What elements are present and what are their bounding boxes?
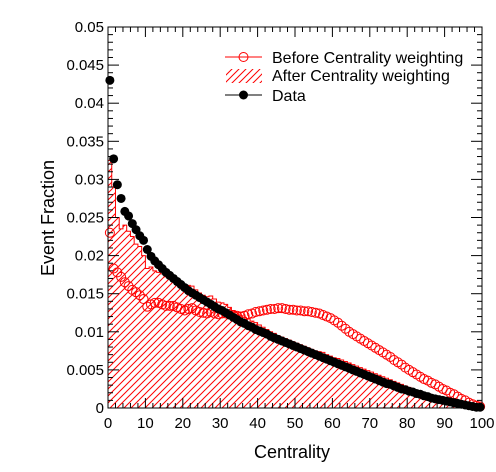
before-weighting-point [306,306,317,317]
before-weighting-point [284,304,295,315]
before-weighting-point [385,351,396,362]
before-weighting-point [254,306,265,317]
before-weighting-point [104,227,115,238]
after-weighting-fill [108,160,482,408]
before-weighting-point [333,317,344,328]
before-weighting-point [336,320,347,331]
before-weighting-point [108,263,119,274]
before-weighting-point [149,297,160,308]
legend: Before Centrality weighting After Centra… [225,50,463,105]
y-tick-label: 0.005 [66,362,104,379]
before-weighting-points [104,227,486,412]
before-weighting-point [396,359,407,370]
legend-before-label: Before Centrality weighting [272,50,463,67]
before-weighting-point [258,305,269,316]
before-weighting-point [164,300,175,311]
x-tick-label: 30 [212,415,229,432]
x-tick-label: 60 [324,415,341,432]
y-tick-label: 0 [96,400,104,417]
before-weighting-point [116,271,127,282]
before-weighting-point [198,307,209,318]
before-weighting-point [250,306,261,317]
legend-data-label: Data [272,88,306,105]
x-tick-label: 40 [249,415,266,432]
before-weighting-point [134,290,145,301]
before-weighting-point [288,304,299,315]
x-tick-label: 90 [436,415,453,432]
x-tick-label: 0 [104,415,112,432]
y-tick-label: 0.035 [66,133,104,150]
legend-after-label: After Centrality weighting [272,68,450,85]
data-point [475,402,485,412]
before-weighting-point [295,305,306,316]
x-tick-label: 20 [174,415,191,432]
before-weighting-point [183,303,194,314]
x-tick-label: 70 [361,415,378,432]
before-weighting-point [243,309,254,320]
data-point [142,245,152,255]
before-weighting-point [160,300,171,311]
before-weighting-point [261,304,272,315]
y-axis-title: Event Fraction [38,160,58,276]
x-tick-label: 80 [399,415,416,432]
y-tick-label: 0.01 [75,324,104,341]
y-tick-label: 0.015 [66,286,104,303]
before-weighting-point [273,303,284,314]
data-point [139,235,149,245]
x-tick-label: 10 [137,415,154,432]
y-tick-label: 0.025 [66,210,104,227]
data-point [116,193,126,203]
y-tick-label: 0.04 [75,95,104,112]
before-weighting-point [303,306,314,317]
before-weighting-point [265,303,276,314]
y-tick-label: 0.045 [66,57,104,74]
before-weighting-point [299,306,310,317]
data-point [109,154,119,164]
x-axis-title: Centrality [254,442,330,462]
x-tick-label: 100 [469,415,494,432]
legend-data-marker [239,90,248,100]
before-weighting-point [340,323,351,334]
axes: 0 10 20 30 40 50 60 70 80 90 100 0 0.005 0.01 0.015 0.0… [66,19,494,432]
before-weighting-point [310,307,321,318]
before-weighting-point [194,306,205,317]
before-weighting-point [119,277,130,288]
before-weighting-point [276,303,287,314]
data-point [124,211,134,221]
before-weighting-point [291,305,302,316]
legend-after-swatch [226,69,262,83]
y-tick-label: 0.05 [75,19,104,36]
before-weighting-point [131,287,142,298]
x-tick-label: 50 [287,415,304,432]
before-weighting-point [280,303,291,314]
legend-before-marker [238,52,249,62]
y-tick-label: 0.02 [75,248,104,265]
y-tick-label: 0.03 [75,171,104,188]
before-weighting-point [123,281,134,292]
data-point [112,180,122,190]
before-weighting-point [269,303,280,314]
